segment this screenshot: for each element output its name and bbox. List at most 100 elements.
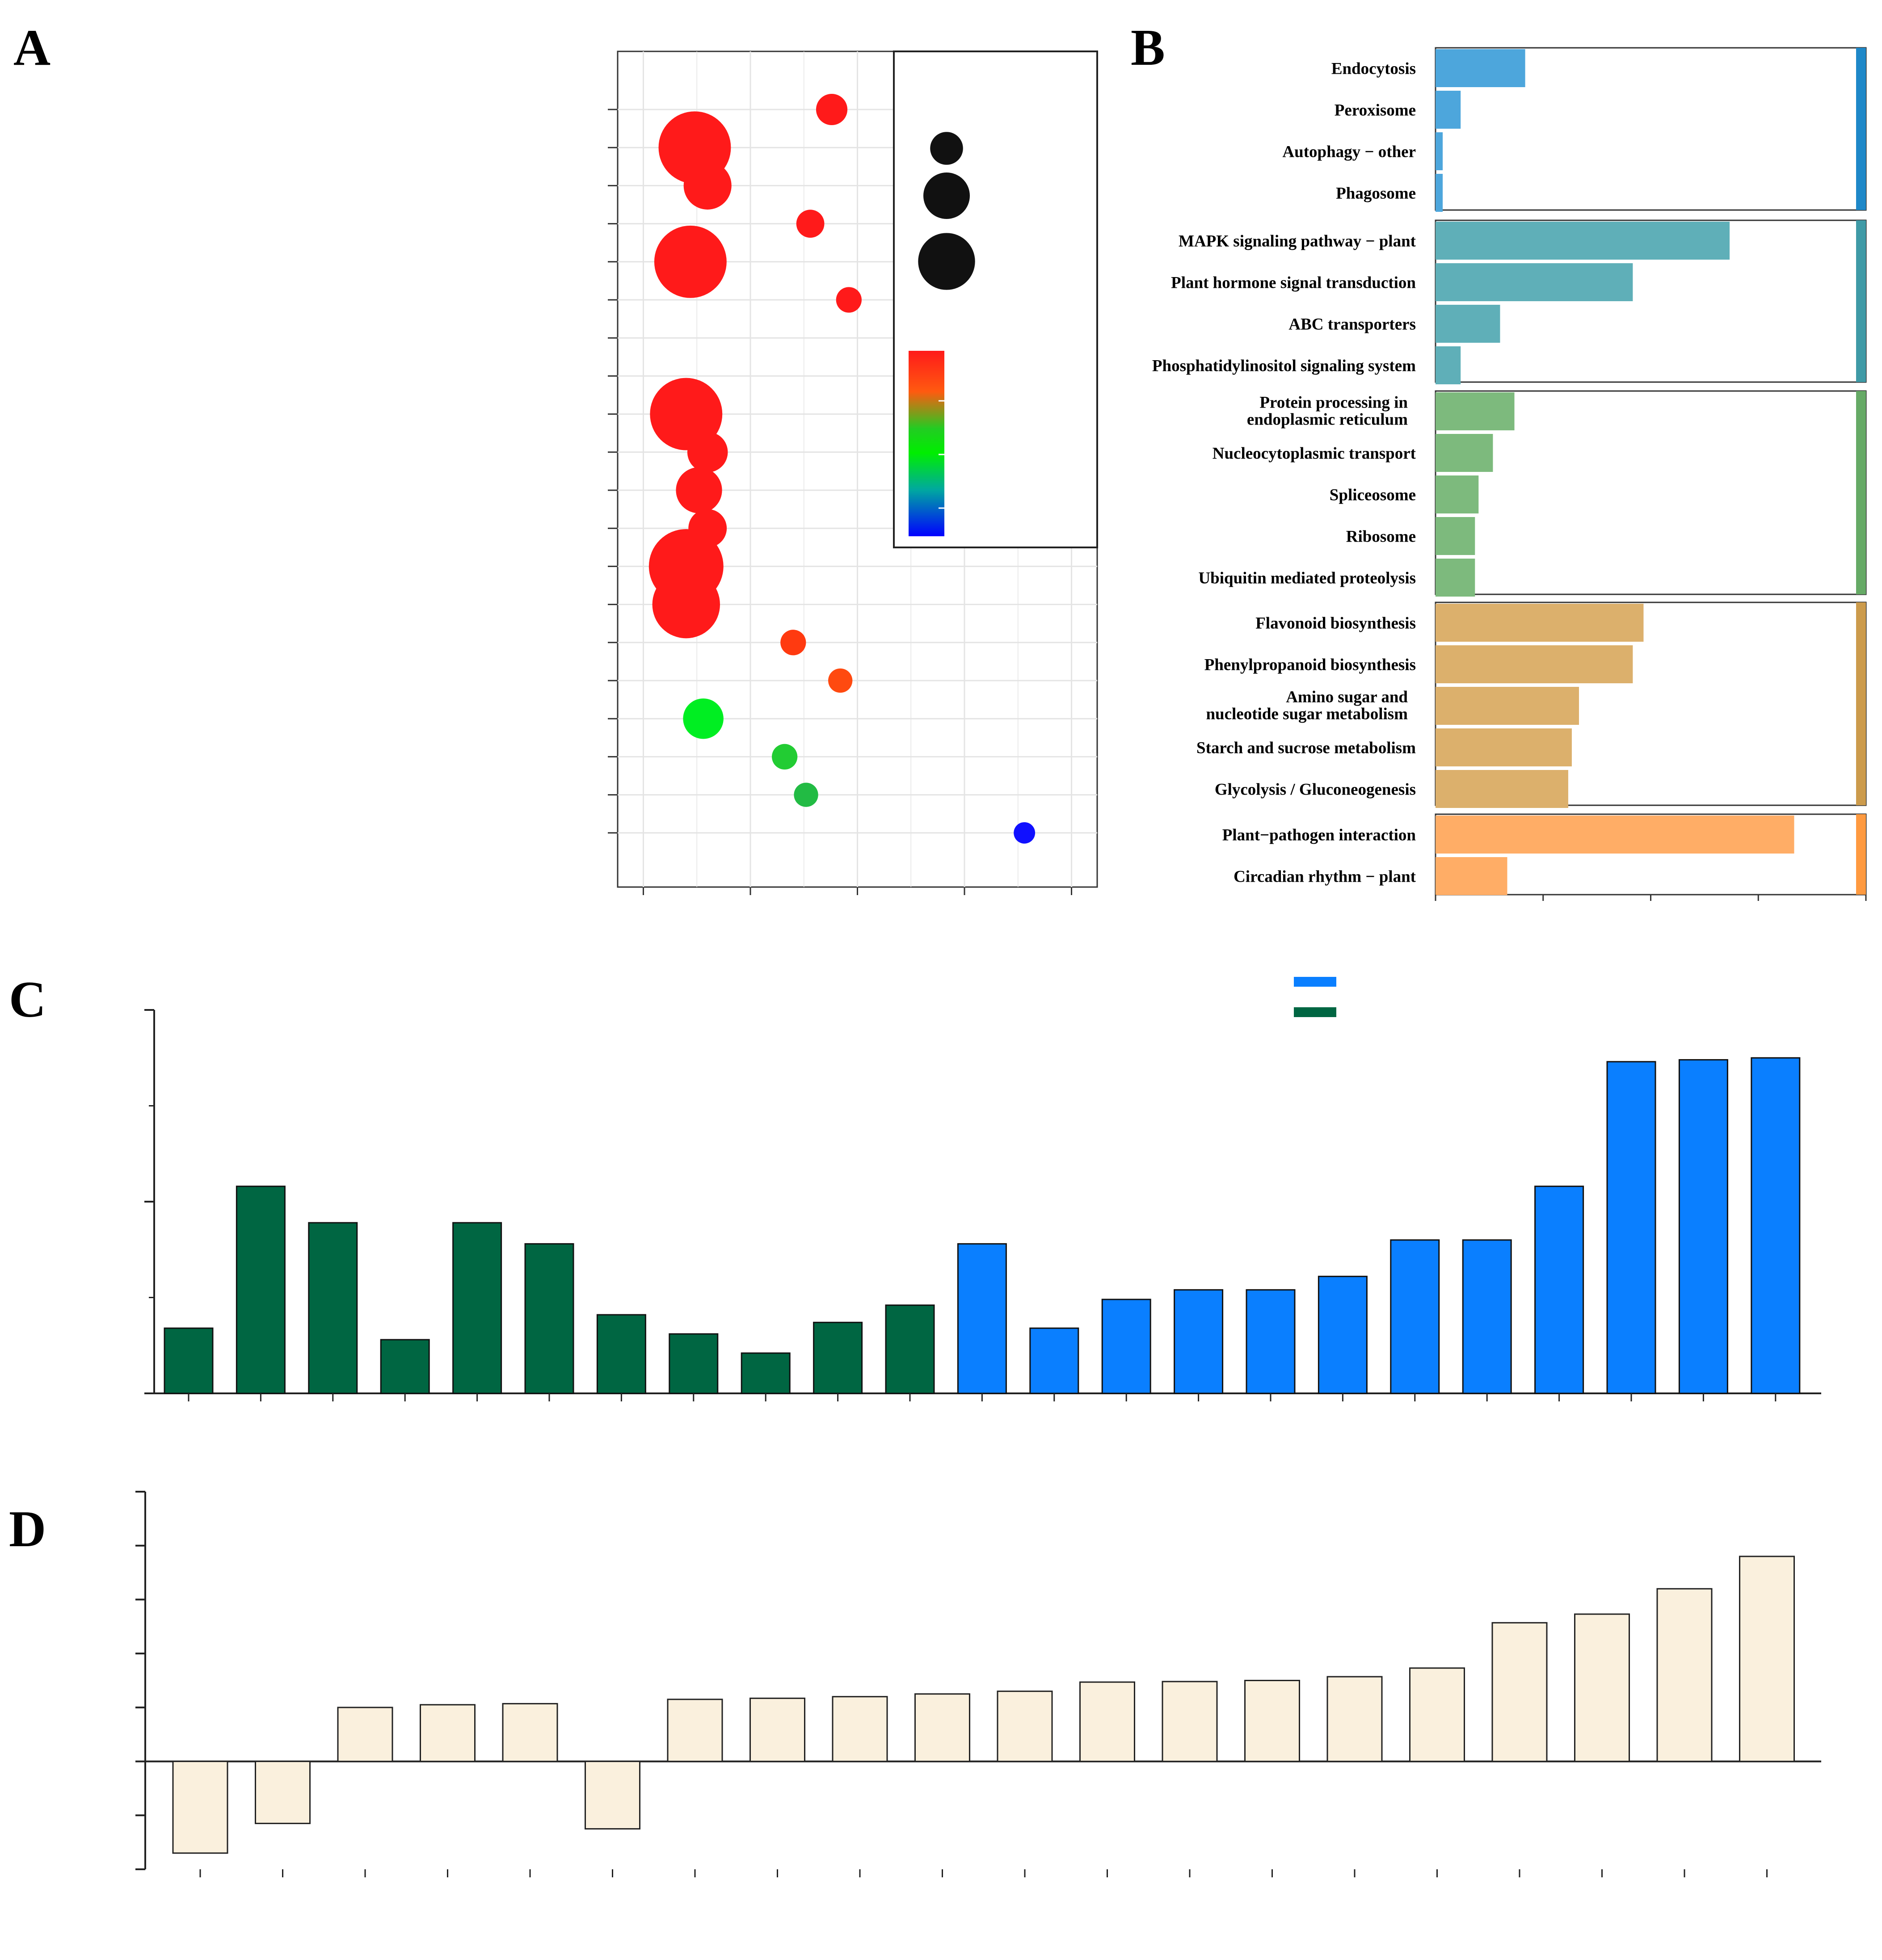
pathway-label: Ribosome	[1346, 528, 1416, 546]
bar	[749, 1697, 805, 1762]
data-point	[796, 210, 825, 238]
data-point	[687, 432, 728, 473]
kegg-bar-plot: Endocytosis Peroxisome Autophagy − other Ph…	[1152, 47, 1867, 901]
bar	[596, 1314, 646, 1394]
bar	[452, 1222, 502, 1394]
bar	[1436, 604, 1644, 642]
bar	[236, 1186, 286, 1394]
data-point	[652, 570, 720, 639]
group-strip	[1856, 220, 1866, 382]
bar	[1101, 1299, 1151, 1394]
bar	[669, 1333, 719, 1394]
bar	[164, 1327, 214, 1394]
bar	[1409, 1667, 1465, 1762]
bar	[1318, 1275, 1368, 1394]
bar	[741, 1352, 791, 1394]
bar	[1436, 392, 1515, 430]
data-point	[772, 744, 798, 770]
mapk-hormone-bar-chart	[144, 977, 1821, 1401]
data-point	[780, 630, 806, 656]
bar	[337, 1707, 393, 1762]
bar	[1436, 687, 1579, 725]
bar	[1751, 1057, 1801, 1394]
pathway-label: Amino sugar and	[1286, 688, 1408, 707]
bar	[1436, 434, 1493, 472]
bar	[1244, 1680, 1300, 1762]
group-strip	[1856, 602, 1866, 805]
bar	[1436, 263, 1633, 301]
bar	[1326, 1676, 1383, 1762]
data-point	[676, 467, 722, 513]
bar	[667, 1699, 723, 1762]
legend-swatch	[1294, 977, 1336, 987]
bar	[885, 1304, 935, 1394]
bar	[1436, 91, 1461, 129]
bar	[1246, 1289, 1296, 1394]
fold-change-bar-chart	[135, 1491, 1821, 1877]
bar	[1678, 1059, 1728, 1394]
pathway-label: Spliceosome	[1330, 486, 1416, 505]
size-legend-dot	[930, 132, 963, 165]
bar	[1739, 1556, 1795, 1762]
bar	[308, 1222, 358, 1394]
data-point	[816, 93, 848, 126]
bar	[1436, 728, 1572, 766]
data-point	[794, 782, 818, 807]
pathway-label: Protein processing in	[1259, 394, 1408, 412]
data-point	[828, 668, 853, 693]
bar	[1436, 222, 1730, 260]
pathway-label: Plant−pathogen interaction	[1222, 826, 1416, 845]
bar	[813, 1321, 863, 1394]
data-point	[683, 698, 724, 739]
pathway-label: Peroxisome	[1335, 101, 1416, 120]
panel-letter-d: D	[9, 1501, 46, 1557]
bar	[1436, 517, 1475, 555]
data-point	[654, 225, 727, 298]
bar	[1079, 1681, 1135, 1762]
group-strip	[1856, 814, 1866, 895]
pathway-label: Endocytosis	[1331, 60, 1416, 78]
bar	[832, 1696, 888, 1762]
pathway-label: nucleotide sugar metabolism	[1206, 705, 1408, 723]
bar	[1534, 1186, 1584, 1394]
bar	[914, 1693, 970, 1762]
bar	[1436, 816, 1794, 854]
bar	[1436, 174, 1443, 212]
pathway-label: Phenylpropanoid biosynthesis	[1204, 656, 1416, 674]
bar	[997, 1691, 1053, 1762]
bar	[1656, 1588, 1713, 1762]
group-strip	[1856, 48, 1866, 210]
bar	[1436, 559, 1475, 597]
size-legend-dot	[918, 233, 975, 290]
pathway-label: Circadian rhythm − plant	[1234, 868, 1416, 886]
bar	[1436, 49, 1525, 87]
pathway-label: ABC transporters	[1288, 315, 1416, 334]
bar	[172, 1761, 228, 1854]
bar	[524, 1243, 574, 1394]
bar	[957, 1243, 1007, 1394]
data-point	[683, 161, 732, 210]
bar	[1174, 1289, 1224, 1394]
pathway-label: Phagosome	[1336, 185, 1416, 203]
panel-letter-a: A	[13, 19, 51, 76]
bar	[585, 1761, 640, 1830]
pathway-label: Glycolysis / Gluconeogenesis	[1215, 781, 1416, 799]
data-point	[650, 378, 723, 450]
panel-letter-b: B	[1131, 19, 1165, 76]
data-point	[1014, 822, 1036, 844]
color-legend-bar	[909, 351, 944, 536]
bar	[1436, 475, 1479, 513]
bar	[1574, 1613, 1630, 1762]
bar	[1436, 132, 1443, 170]
pathway-label: Phosphatidylinositol signaling system	[1152, 357, 1416, 375]
pathway-label: Starch and sucrose metabolism	[1196, 739, 1416, 757]
bar	[502, 1703, 558, 1762]
bar	[1390, 1239, 1440, 1394]
pathway-label: Ubiquitin mediated proteolysis	[1198, 569, 1416, 588]
bar	[1436, 645, 1633, 683]
pathway-label: Autophagy − other	[1282, 143, 1416, 161]
bar	[1436, 770, 1568, 808]
pathway-label: MAPK signaling pathway − plant	[1179, 232, 1416, 251]
panel-letter-c: C	[9, 971, 46, 1028]
